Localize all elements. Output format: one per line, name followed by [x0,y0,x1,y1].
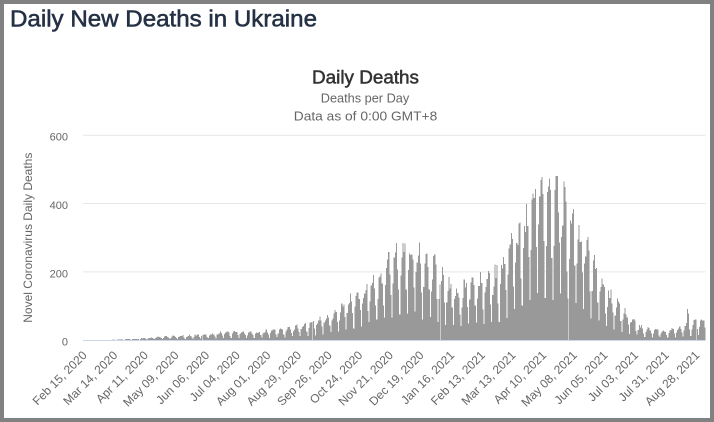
svg-text:0: 0 [62,337,68,349]
svg-text:Data as of 0:00 GMT+8: Data as of 0:00 GMT+8 [294,109,438,124]
svg-text:Daily New Deaths in Ukraine: Daily New Deaths in Ukraine [10,6,317,32]
svg-text:200: 200 [50,268,68,280]
svg-text:600: 600 [50,132,68,144]
svg-text:Deaths per Day: Deaths per Day [321,92,410,106]
svg-text:Novel Coronavirus Daily Deaths: Novel Coronavirus Daily Deaths [21,153,35,323]
svg-text:Daily Deaths: Daily Deaths [312,68,419,88]
svg-text:400: 400 [50,200,68,212]
